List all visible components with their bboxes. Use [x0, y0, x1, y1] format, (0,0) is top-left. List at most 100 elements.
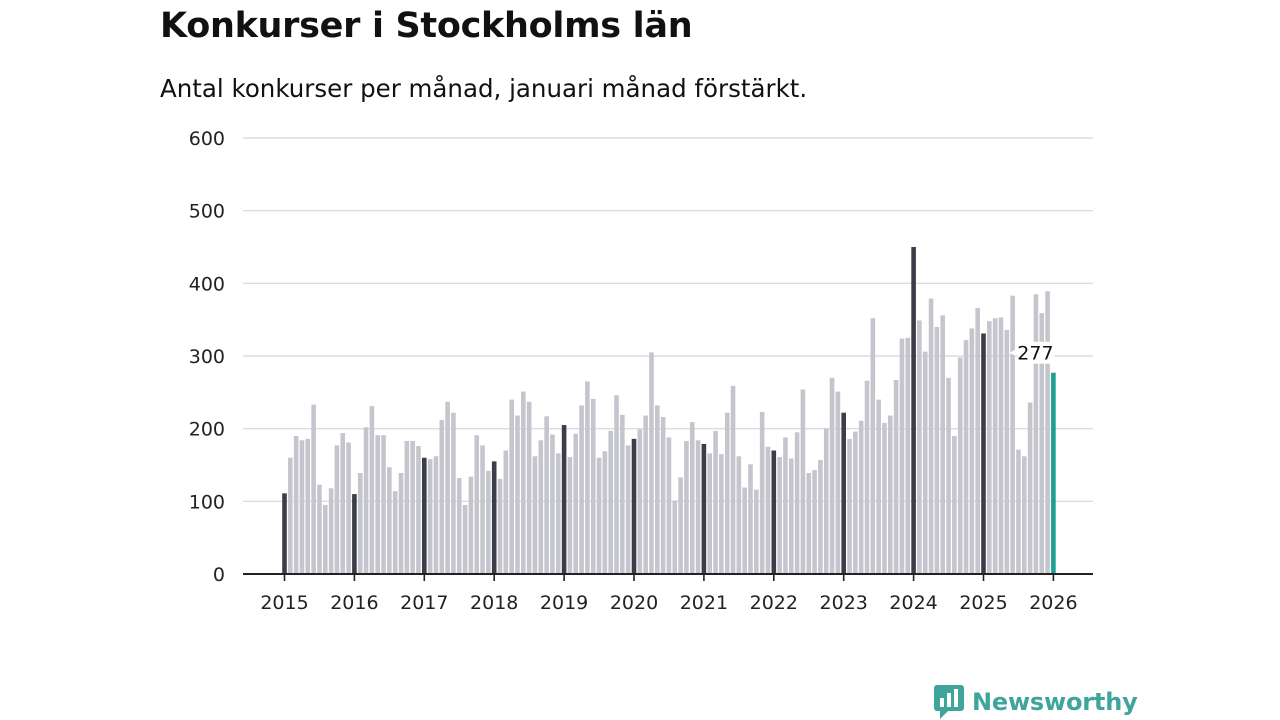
- bar: [707, 453, 713, 574]
- bar: [288, 457, 293, 574]
- bar: [678, 477, 683, 574]
- bar: [608, 430, 613, 574]
- bar: [328, 488, 334, 574]
- bar: [625, 445, 631, 574]
- y-tick-label: 300: [189, 346, 225, 368]
- bar: [521, 391, 526, 574]
- y-tick-label: 200: [189, 419, 225, 441]
- latest-value-callout: 277: [1009, 341, 1055, 365]
- bar: [864, 380, 870, 574]
- bar: [853, 431, 858, 574]
- bar: [684, 441, 689, 574]
- bars: [282, 247, 1056, 574]
- bar: [427, 459, 433, 574]
- bar: [655, 405, 660, 574]
- axes: [243, 573, 1093, 581]
- x-tick-label: 2025: [959, 592, 1007, 614]
- annotations: 277: [1009, 341, 1055, 365]
- bar: [858, 420, 864, 574]
- january-bar: [701, 443, 707, 574]
- bar: [969, 328, 975, 574]
- bar: [410, 441, 415, 574]
- bar: [992, 318, 998, 574]
- january-bar: [352, 494, 357, 574]
- bar: [695, 440, 701, 574]
- bar: [794, 432, 800, 574]
- callout-box: [1017, 341, 1055, 364]
- y-tick-label: 100: [189, 491, 225, 513]
- january-bar: [491, 461, 497, 574]
- y-tick-label: 0: [213, 564, 225, 586]
- bar: [579, 405, 584, 574]
- x-tick-label: 2022: [750, 592, 798, 614]
- bar: [293, 435, 299, 574]
- chart-title: Konkurser i Stockholms län: [160, 6, 693, 46]
- bar: [596, 457, 602, 574]
- chart-subtitle: Antal konkurser per månad, januari månad…: [160, 74, 808, 103]
- bar: [474, 435, 480, 574]
- bar: [1021, 456, 1027, 574]
- bar: [462, 504, 468, 574]
- bar: [614, 395, 619, 574]
- newsworthy-chart-icon: [934, 685, 964, 719]
- bar: [928, 298, 934, 574]
- brand-name: Newsworthy: [972, 688, 1138, 716]
- bar: [736, 456, 742, 574]
- bar: [788, 458, 794, 574]
- bar: [497, 478, 503, 574]
- bar: [451, 412, 456, 574]
- latest-bar: [1051, 372, 1056, 574]
- bar: [468, 476, 474, 574]
- bar: [346, 442, 351, 574]
- x-tick-label: 2017: [400, 592, 448, 614]
- bar: [299, 440, 305, 574]
- x-tick-label: 2019: [540, 592, 588, 614]
- x-tick-label: 2016: [330, 592, 378, 614]
- bar: [340, 433, 346, 574]
- bar: [783, 437, 788, 574]
- callout-pointer: [1009, 349, 1016, 356]
- bar: [392, 491, 398, 574]
- january-bar: [981, 333, 986, 574]
- bar: [456, 478, 462, 574]
- bar: [905, 337, 911, 574]
- bar: [940, 315, 946, 574]
- bar: [963, 340, 969, 574]
- bar: [585, 381, 590, 574]
- bar: [334, 445, 340, 574]
- bar: [1033, 294, 1039, 574]
- y-tick-label: 400: [189, 273, 225, 295]
- bar: [888, 415, 893, 574]
- bar: [987, 321, 992, 574]
- bar: [317, 484, 322, 574]
- y-tick-label: 500: [189, 201, 225, 223]
- bar: [876, 399, 881, 574]
- bar: [503, 450, 509, 574]
- bar: [1016, 449, 1021, 574]
- bar: [532, 456, 538, 574]
- bar: [724, 412, 730, 574]
- bar: [998, 317, 1004, 574]
- january-bar: [771, 450, 777, 574]
- bar: [445, 401, 450, 574]
- newsworthy-logo: Newsworthy: [934, 684, 1138, 720]
- bar: [689, 422, 695, 574]
- january-bar: [561, 425, 567, 574]
- bar: [311, 404, 316, 574]
- bar: [882, 422, 887, 574]
- bar: [305, 438, 311, 574]
- bar: [375, 435, 380, 574]
- bar: [957, 357, 963, 574]
- bar: [486, 470, 491, 574]
- x-tick-label: 2023: [820, 592, 868, 614]
- bar: [439, 419, 445, 574]
- bar: [823, 428, 829, 574]
- bar: [754, 489, 759, 574]
- x-tick-label: 2021: [680, 592, 728, 614]
- bar: [550, 434, 555, 574]
- data-label-latest: 277: [1017, 343, 1053, 365]
- x-tick-labels: 2015 2016 2017 2018 2019 2020 2021 2022 2023 2024…: [260, 592, 1077, 614]
- bar: [812, 470, 817, 574]
- bar: [1004, 329, 1010, 574]
- bar: [649, 352, 654, 574]
